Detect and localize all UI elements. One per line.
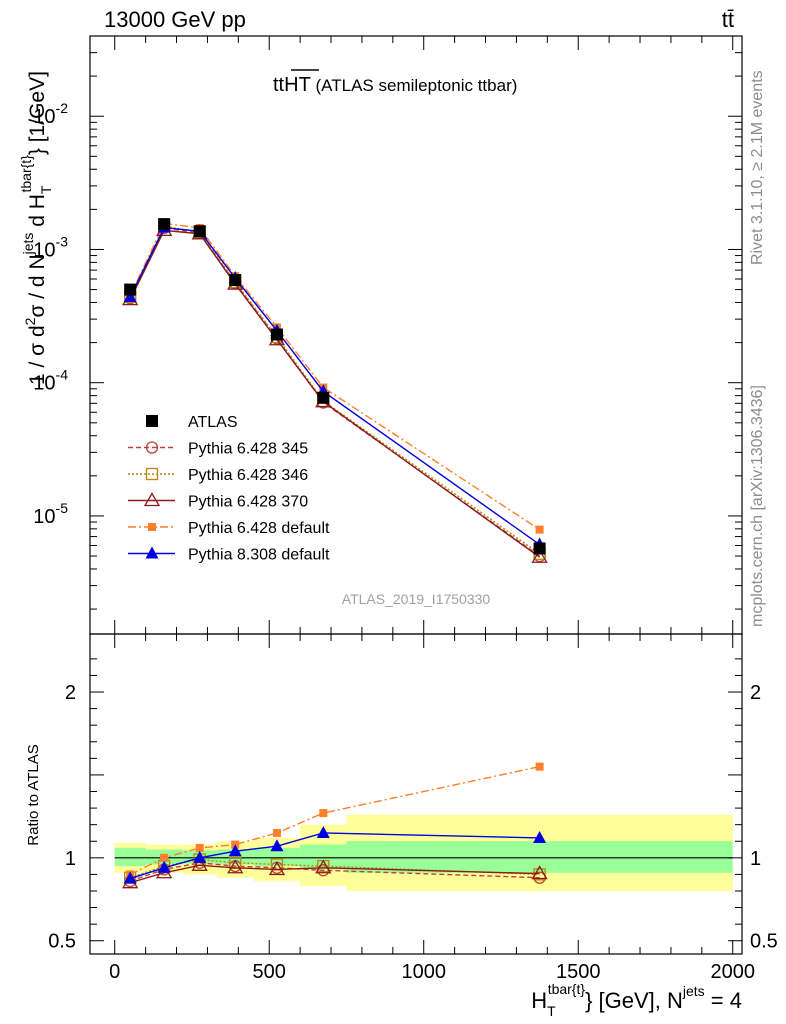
legend-marker-pythia-6-428-370 — [143, 492, 161, 507]
legend-marker-atlas — [146, 415, 158, 427]
main-point-atlas — [533, 542, 546, 555]
header-energy-label: 13000 GeV pp — [104, 7, 246, 32]
ratio-point-pythia-8-308-default — [270, 839, 284, 852]
x-axis-label: HTtbar{t}} [GeV], Njets = 4 — [531, 981, 742, 1019]
ratio-panel-frame — [89, 633, 743, 955]
ratio-x-tick-label: 2000 — [710, 961, 755, 983]
ratio-point-pythia-8-308-default — [123, 871, 137, 884]
ratio-series-pythia-8-308-default — [123, 825, 547, 884]
legend-label-pythia-6-428-346: Pythia 6.428 346 — [188, 467, 308, 484]
main-y-tick-label: 10-5 — [33, 500, 68, 528]
main-ylabel: 1 / σ d2σ / d Njets d HTtbar{t}} [1/GeV] — [18, 71, 54, 385]
ratio-point-pythia-6-428-370 — [268, 861, 286, 876]
main-y-tick-label: 10-4 — [33, 367, 68, 395]
legend-label-atlas: ATLAS — [188, 414, 238, 431]
main-axis-ticks: 10-5 10-4 10-3 10-2 — [33, 35, 742, 634]
legend-entry-atlas: ATLAS — [146, 414, 238, 431]
main-point-pythia-6-428-370 — [531, 548, 548, 563]
mcplots-label: mcplots.cern.ch [arXiv:1306.3436] — [749, 385, 766, 627]
ratio-point-pythia-8-308-default — [157, 860, 171, 873]
main-point-atlas — [124, 283, 137, 296]
legend-label-pythia-6-428-default: Pythia 6.428 default — [188, 520, 330, 537]
ratio-band-inner — [253, 847, 301, 867]
ratio-point-pythia-8-308-default — [228, 844, 242, 857]
ratio-point-pythia-6-428-default — [195, 843, 204, 852]
ratio-x-tick-label: 1500 — [556, 961, 601, 983]
ratio-band-inner — [114, 847, 146, 867]
ratio-point-pythia-6-428-370 — [227, 859, 244, 874]
ratio-y-tick-label-right: 0.5 — [750, 931, 778, 953]
ratio-axis-ticks: 0.5 0.5 1 1 2 2 0 500 1000 1500 2000 — [48, 634, 778, 983]
legend-label-pythia-6-428-345: Pythia 6.428 345 — [188, 441, 308, 458]
ratio-y-tick-label-left: 1 — [65, 848, 76, 870]
legend-marker-pythia-6-428-default — [148, 523, 156, 531]
legend-label-pythia-6-428-370: Pythia 6.428 370 — [188, 494, 308, 511]
main-series-pythia-6-428-345 — [124, 221, 546, 563]
main-point-atlas — [317, 391, 330, 404]
legend-entry-pythia-6-428-370: Pythia 6.428 370 — [128, 492, 308, 511]
ratio-y-tick-label-left: 0.5 — [48, 931, 76, 953]
plot-title-tt: tt — [273, 74, 285, 96]
ratio-point-pythia-6-428-370 — [315, 859, 332, 874]
main-panel-frame — [89, 35, 743, 635]
ratio-point-pythia-8-308-default — [533, 830, 547, 843]
ratio-y-tick-label-left: 2 — [65, 682, 76, 704]
ratio-point-pythia-8-308-default — [316, 825, 330, 838]
main-ylabel-text: 1 / σ d2σ / d Njets d HTtbar{t}} [1/GeV] — [18, 71, 54, 385]
main-panel: 10-5 10-4 10-3 10-2 ttHT (ATLAS semileptoni… — [18, 35, 743, 635]
ratio-band-inner — [300, 844, 347, 870]
legend-entry-pythia-6-428-default: Pythia 6.428 default — [128, 520, 330, 537]
main-y-tick-label: 10-3 — [33, 233, 68, 261]
legend-marker-pythia-8-308-default — [145, 546, 159, 559]
main-series-pythia-6-428-370 — [122, 222, 548, 563]
legend-entry-pythia-8-308-default: Pythia 8.308 default — [128, 546, 330, 564]
plot-title-ht: HT — [284, 74, 311, 96]
main-point-pythia-8-308-default — [123, 289, 137, 302]
legend-marker-pythia-6-428-346 — [145, 467, 159, 481]
ratio-x-tick-label: 0 — [109, 961, 120, 983]
ratio-point-pythia-6-428-370 — [191, 857, 208, 871]
analysis-id: ATLAS_2019_I1750330 — [342, 591, 491, 607]
main-point-pythia-6-428-default — [535, 525, 544, 534]
legend-label-pythia-8-308-default: Pythia 8.308 default — [188, 547, 330, 564]
ratio-point-pythia-8-308-default — [193, 850, 207, 863]
legend-entry-pythia-6-428-345: Pythia 6.428 345 — [128, 441, 308, 458]
ratio-point-pythia-6-428-default — [272, 828, 281, 837]
main-point-atlas — [158, 218, 171, 231]
ratio-band-inner — [346, 841, 733, 873]
rivet-version-label: Rivet 3.1.10, ≥ 2.1M events — [749, 70, 766, 265]
ratio-y-tick-label-right: 2 — [750, 682, 761, 704]
main-series-atlas — [124, 218, 546, 555]
main-point-atlas — [229, 273, 242, 286]
ratio-point-pythia-6-428-346 — [533, 868, 546, 881]
main-series-pythia-6-428-default — [126, 219, 544, 534]
ratio-x-tick-label: 1000 — [401, 961, 446, 983]
ratio-ylabel: Ratio to ATLAS — [25, 744, 42, 845]
ratio-point-pythia-6-428-default — [160, 853, 169, 862]
legend-marker-pythia-6-428-345 — [145, 441, 159, 454]
plot-title: ttHT (ATLAS semileptonic ttbar) — [273, 74, 517, 96]
ratio-series-group — [122, 762, 548, 889]
ratio-point-pythia-6-428-default — [319, 809, 328, 818]
ratio-x-tick-label: 500 — [253, 961, 286, 983]
header-process-label: tt̄ — [722, 7, 734, 32]
ratio-panel: 0.5 0.5 1 1 2 2 0 500 1000 1500 2000 Ratio to ATLA… — [25, 633, 778, 983]
ratio-point-pythia-6-428-default — [535, 762, 544, 771]
ratio-uncertainty-bands — [114, 814, 733, 891]
main-point-atlas — [193, 225, 206, 238]
legend: ATLAS Pythia 6.428 345 Pythia 6.428 346 Pyt… — [128, 414, 330, 564]
main-point-atlas — [270, 328, 283, 341]
main-y-tick-label: 10-2 — [33, 100, 68, 128]
ratio-y-tick-label-right: 1 — [750, 848, 761, 870]
legend-entry-pythia-6-428-346: Pythia 6.428 346 — [128, 467, 308, 484]
ratio-point-pythia-6-428-370 — [531, 865, 548, 880]
main-series-group — [122, 218, 548, 563]
plot-title-rest: (ATLAS semileptonic ttbar) — [311, 76, 518, 95]
